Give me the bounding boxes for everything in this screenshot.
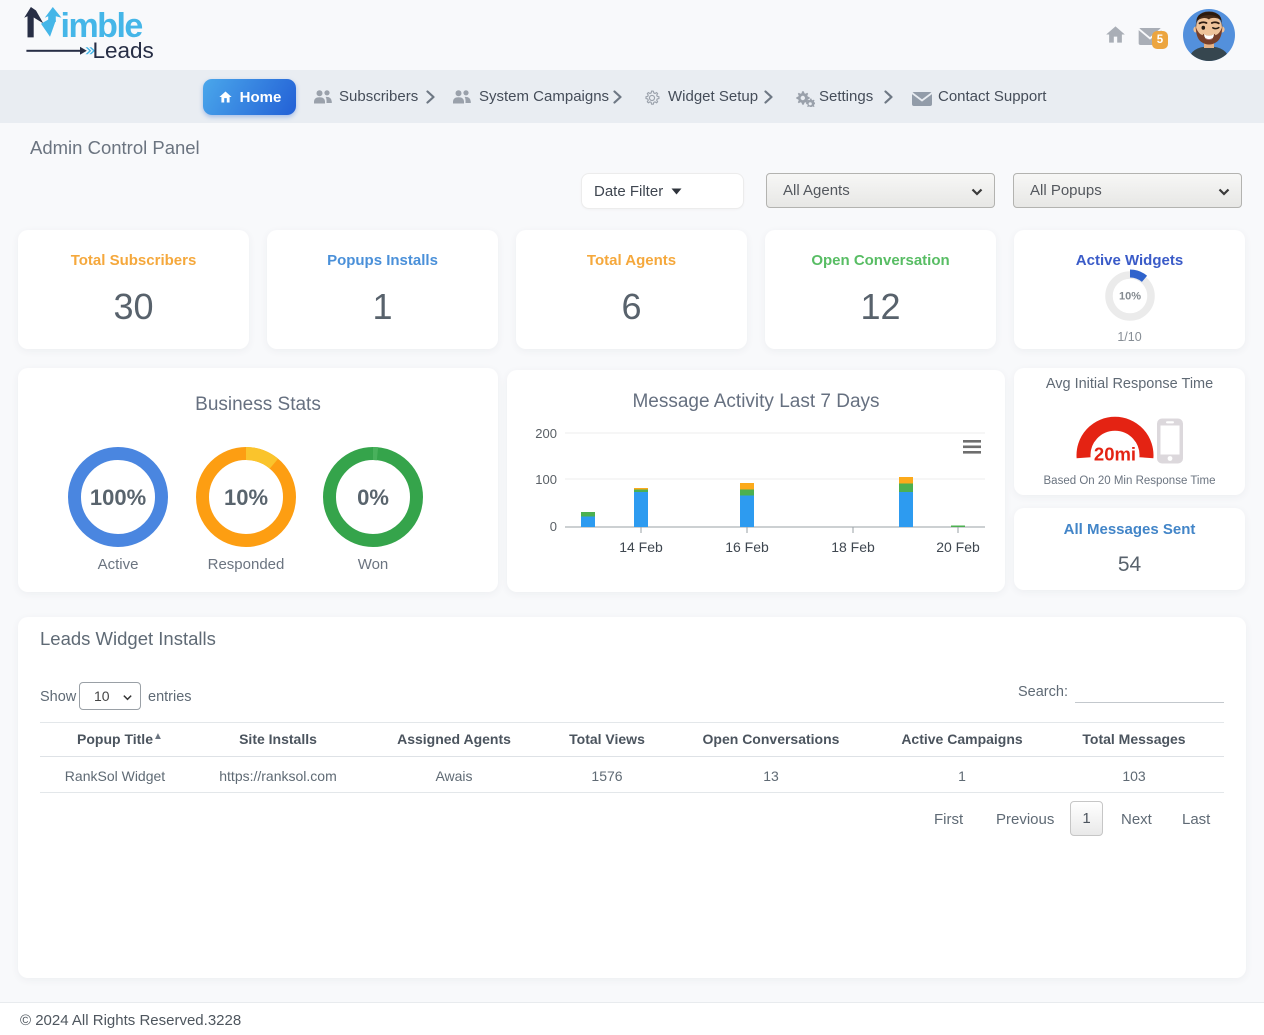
svg-text:10%: 10%: [1119, 291, 1141, 303]
svg-text:0%: 0%: [357, 485, 389, 510]
svg-text:20 Feb: 20 Feb: [936, 539, 980, 555]
svg-text:100: 100: [535, 472, 557, 487]
svg-text:14 Feb: 14 Feb: [619, 539, 663, 555]
svg-text:10%: 10%: [224, 485, 268, 510]
svg-text:18 Feb: 18 Feb: [831, 539, 875, 555]
svg-text:Leads: Leads: [93, 38, 154, 63]
svg-text:200: 200: [535, 426, 557, 441]
svg-text:0: 0: [550, 519, 557, 534]
svg-text:20mi: 20mi: [1094, 444, 1136, 465]
svg-text:16 Feb: 16 Feb: [725, 539, 769, 555]
svg-text:imble: imble: [61, 7, 143, 45]
svg-text:100%: 100%: [90, 485, 146, 510]
